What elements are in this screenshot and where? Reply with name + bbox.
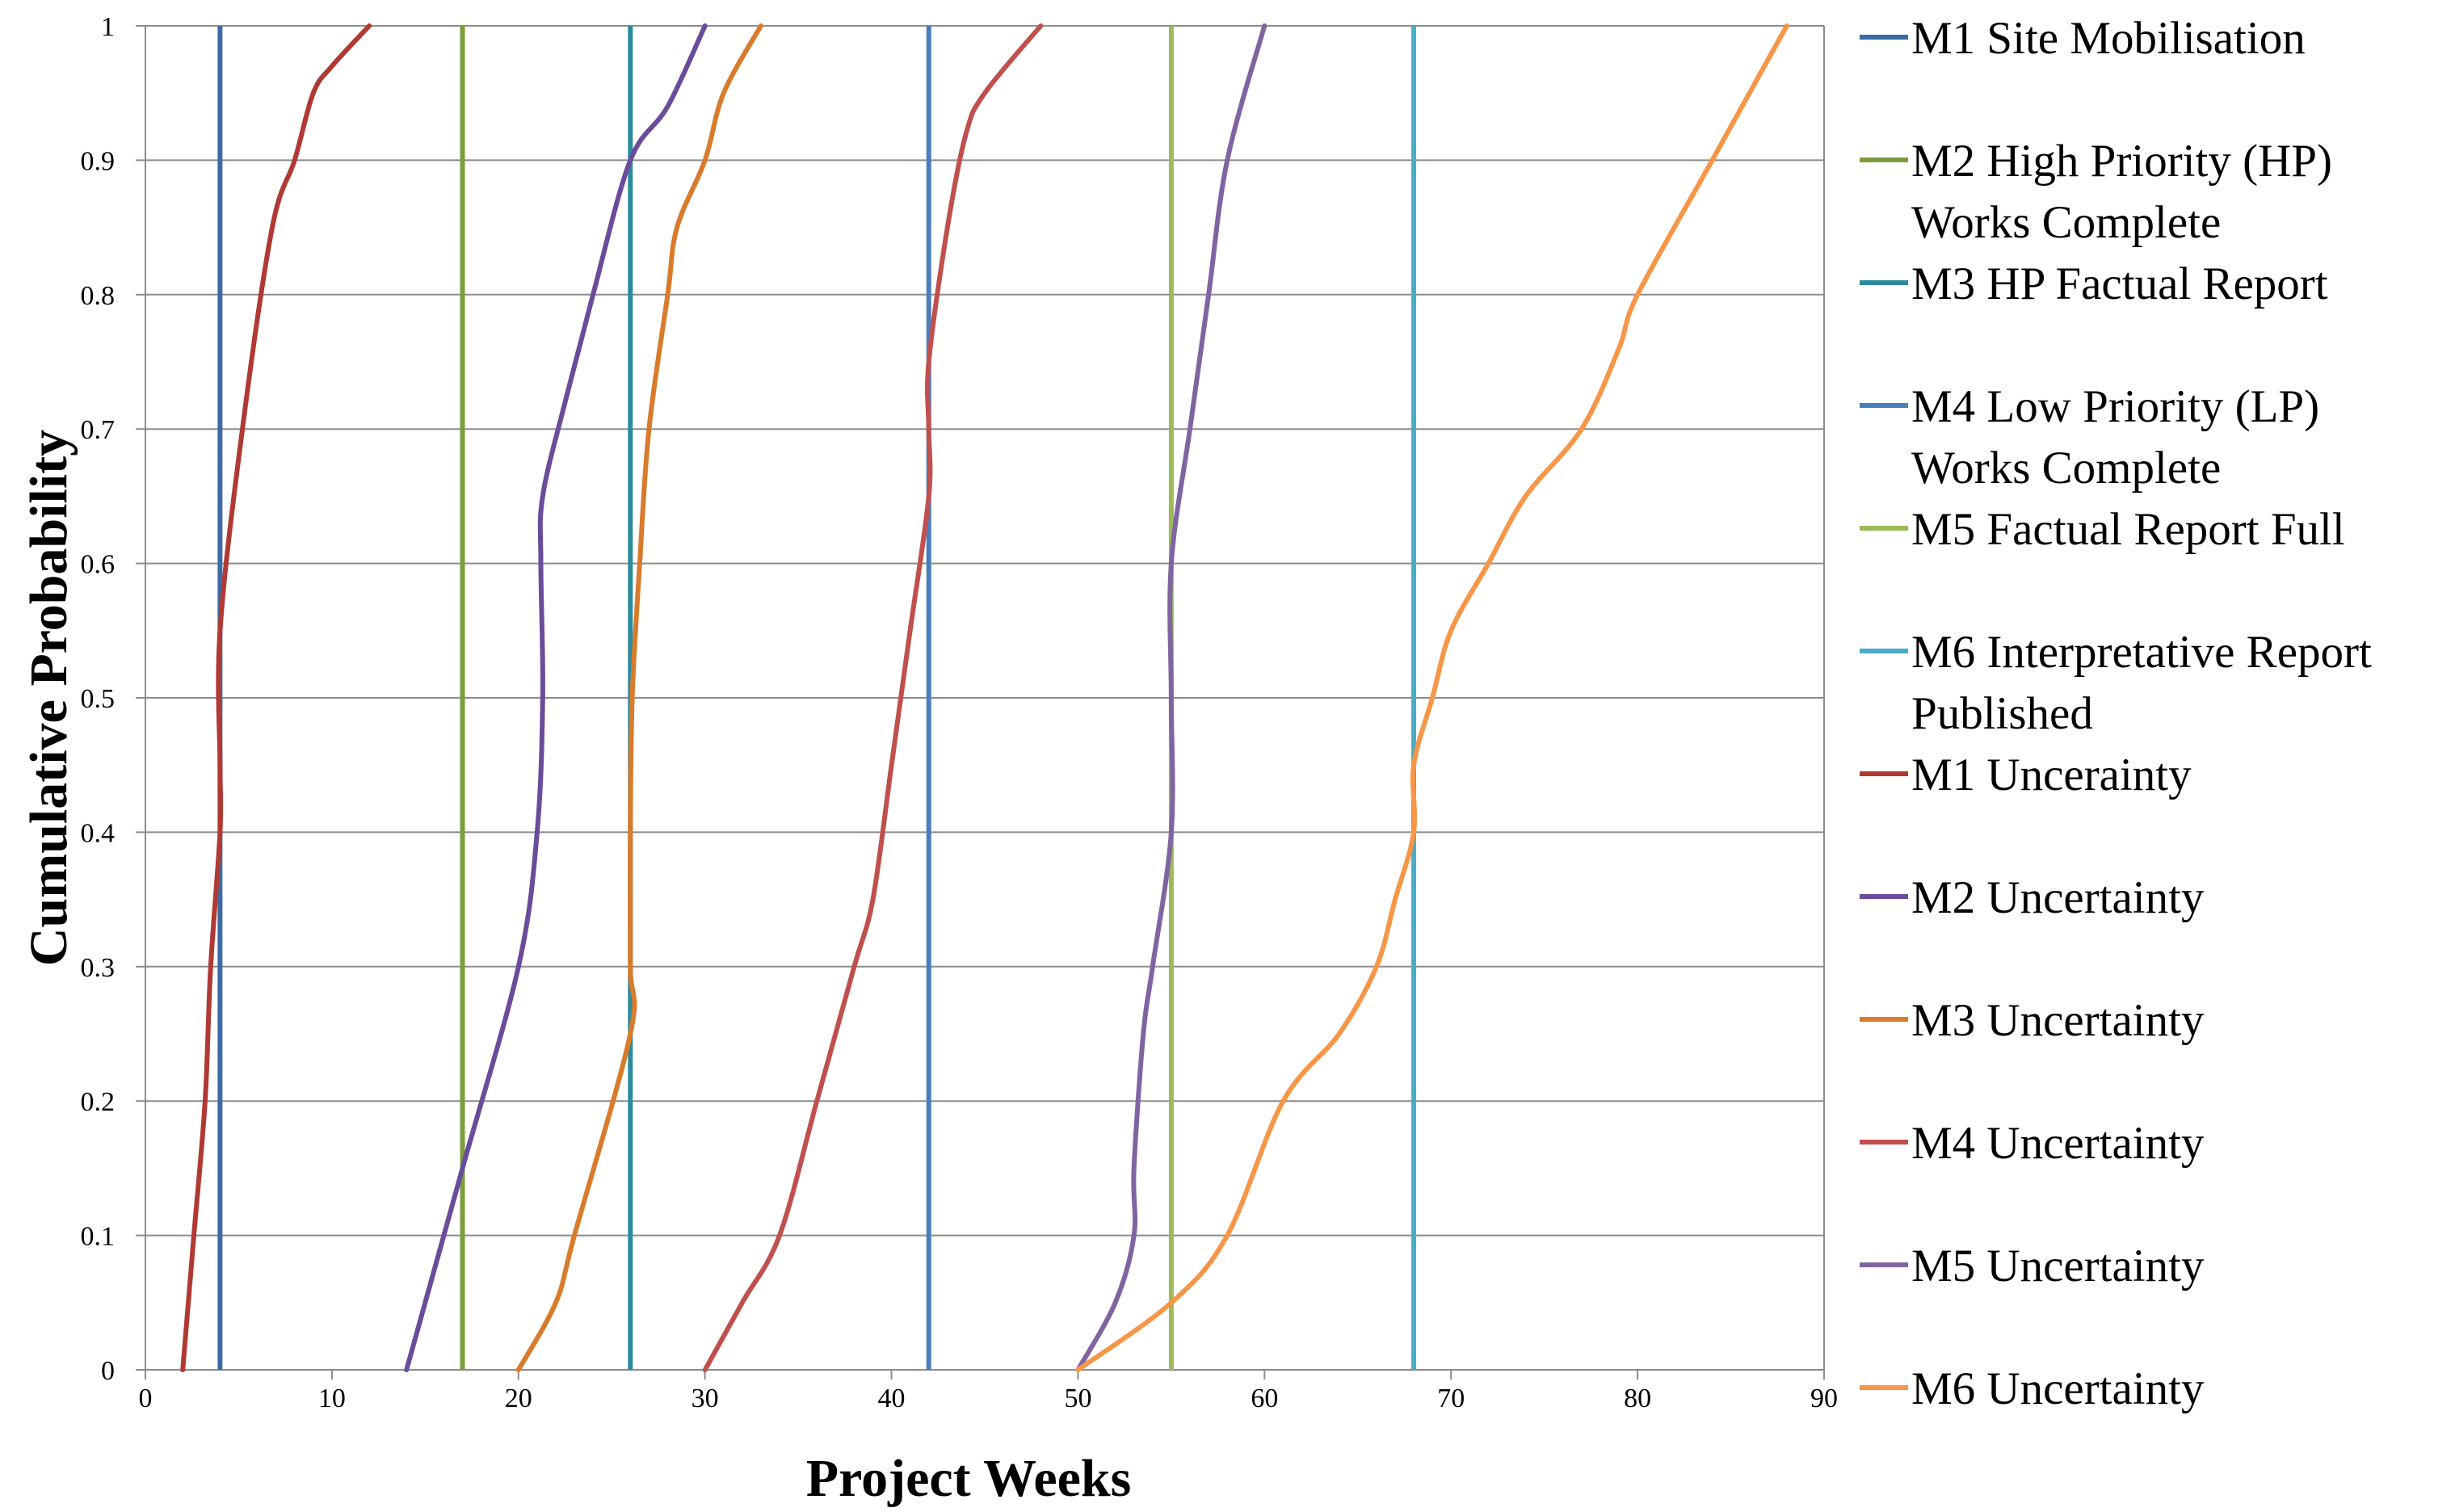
y-tick-label: 1 [101,12,115,42]
y-tick-label: 0.8 [81,281,116,311]
legend-label-m4-low-priority-lp-works-complete: M4 Low Priority (LP) [1911,381,2319,432]
x-tick-label: 30 [692,1384,719,1413]
legend-label-m6-interpretative-report-published: Published [1911,688,2093,739]
legend-label-m5-uncertainty: M5 Uncertainty [1911,1241,2205,1292]
legend: M1 Site Mobilisation M2 High Priority (HP… [1860,13,2372,1414]
y-tick-label: 0 [101,1356,115,1386]
y-tick-label: 0.9 [81,146,116,176]
y-tick-label: 0.6 [81,550,116,580]
legend-label-m5-factual-report-full: M5 Factual Report Full [1911,504,2345,555]
series-line-m4-uncertainty [702,23,1044,1372]
x-axis-title: Project Weeks [806,1449,1132,1508]
series-line-m6-uncertainty [1075,23,1789,1372]
grid-layer [145,25,1825,1371]
legend-label-m2-high-priority-hp-works-complete: Works Complete [1911,197,2221,248]
y-tick-label: 0.3 [81,953,116,983]
y-tick-label: 0.1 [81,1222,116,1252]
series-line-m3-uncertainty [515,23,763,1372]
y-axis-title: Cumulative Probability [19,430,78,966]
x-tick-label: 10 [318,1384,346,1413]
series-line-m1-uncerainty [180,23,372,1372]
x-tick-label: 40 [878,1384,906,1413]
x-tick-label: 80 [1624,1384,1651,1413]
y-tick-label: 0.5 [81,684,116,714]
y-tick-label: 0.7 [81,415,116,445]
y-tick-label: 0.2 [81,1087,116,1117]
series-line-m5-uncertainty [1075,23,1267,1372]
legend-label-m2-high-priority-hp-works-complete: M2 High Priority (HP) [1911,136,2332,187]
x-tick-label: 50 [1064,1384,1091,1413]
legend-label-m3-hp-factual-report: M3 HP Factual Report [1911,258,2328,309]
legend-label-m1-uncerainty: M1 Uncerainty [1911,750,2192,800]
legend-label-m4-low-priority-lp-works-complete: Works Complete [1911,443,2221,494]
series-line-m2-uncertainty [404,23,708,1372]
axis-layer: 00.10.20.30.40.50.60.70.80.910 10 20 30 40 50… [81,12,1839,1413]
legend-label-m1-site-mobilisation: M1 Site Mobilisation [1911,13,2306,64]
legend-label-m2-uncertainty: M2 Uncertainty [1911,872,2205,923]
legend-label-m4-uncertainty: M4 Uncertainty [1911,1118,2205,1169]
x-tick-label: 70 [1437,1384,1465,1413]
x-tick-label: 90 [1810,1384,1838,1413]
x-tick-label: 0 [139,1384,153,1413]
legend-label-m6-uncertainty: M6 Uncertainty [1911,1363,2205,1414]
x-tick-label: 20 [505,1384,532,1413]
legend-label-m3-uncertainty: M3 Uncertainty [1911,995,2205,1046]
series-layer [180,23,1789,1372]
x-tick-label: 60 [1251,1384,1278,1413]
legend-label-m6-interpretative-report-published: M6 Interpretative Report [1911,627,2372,678]
y-tick-label: 0.4 [81,818,116,848]
